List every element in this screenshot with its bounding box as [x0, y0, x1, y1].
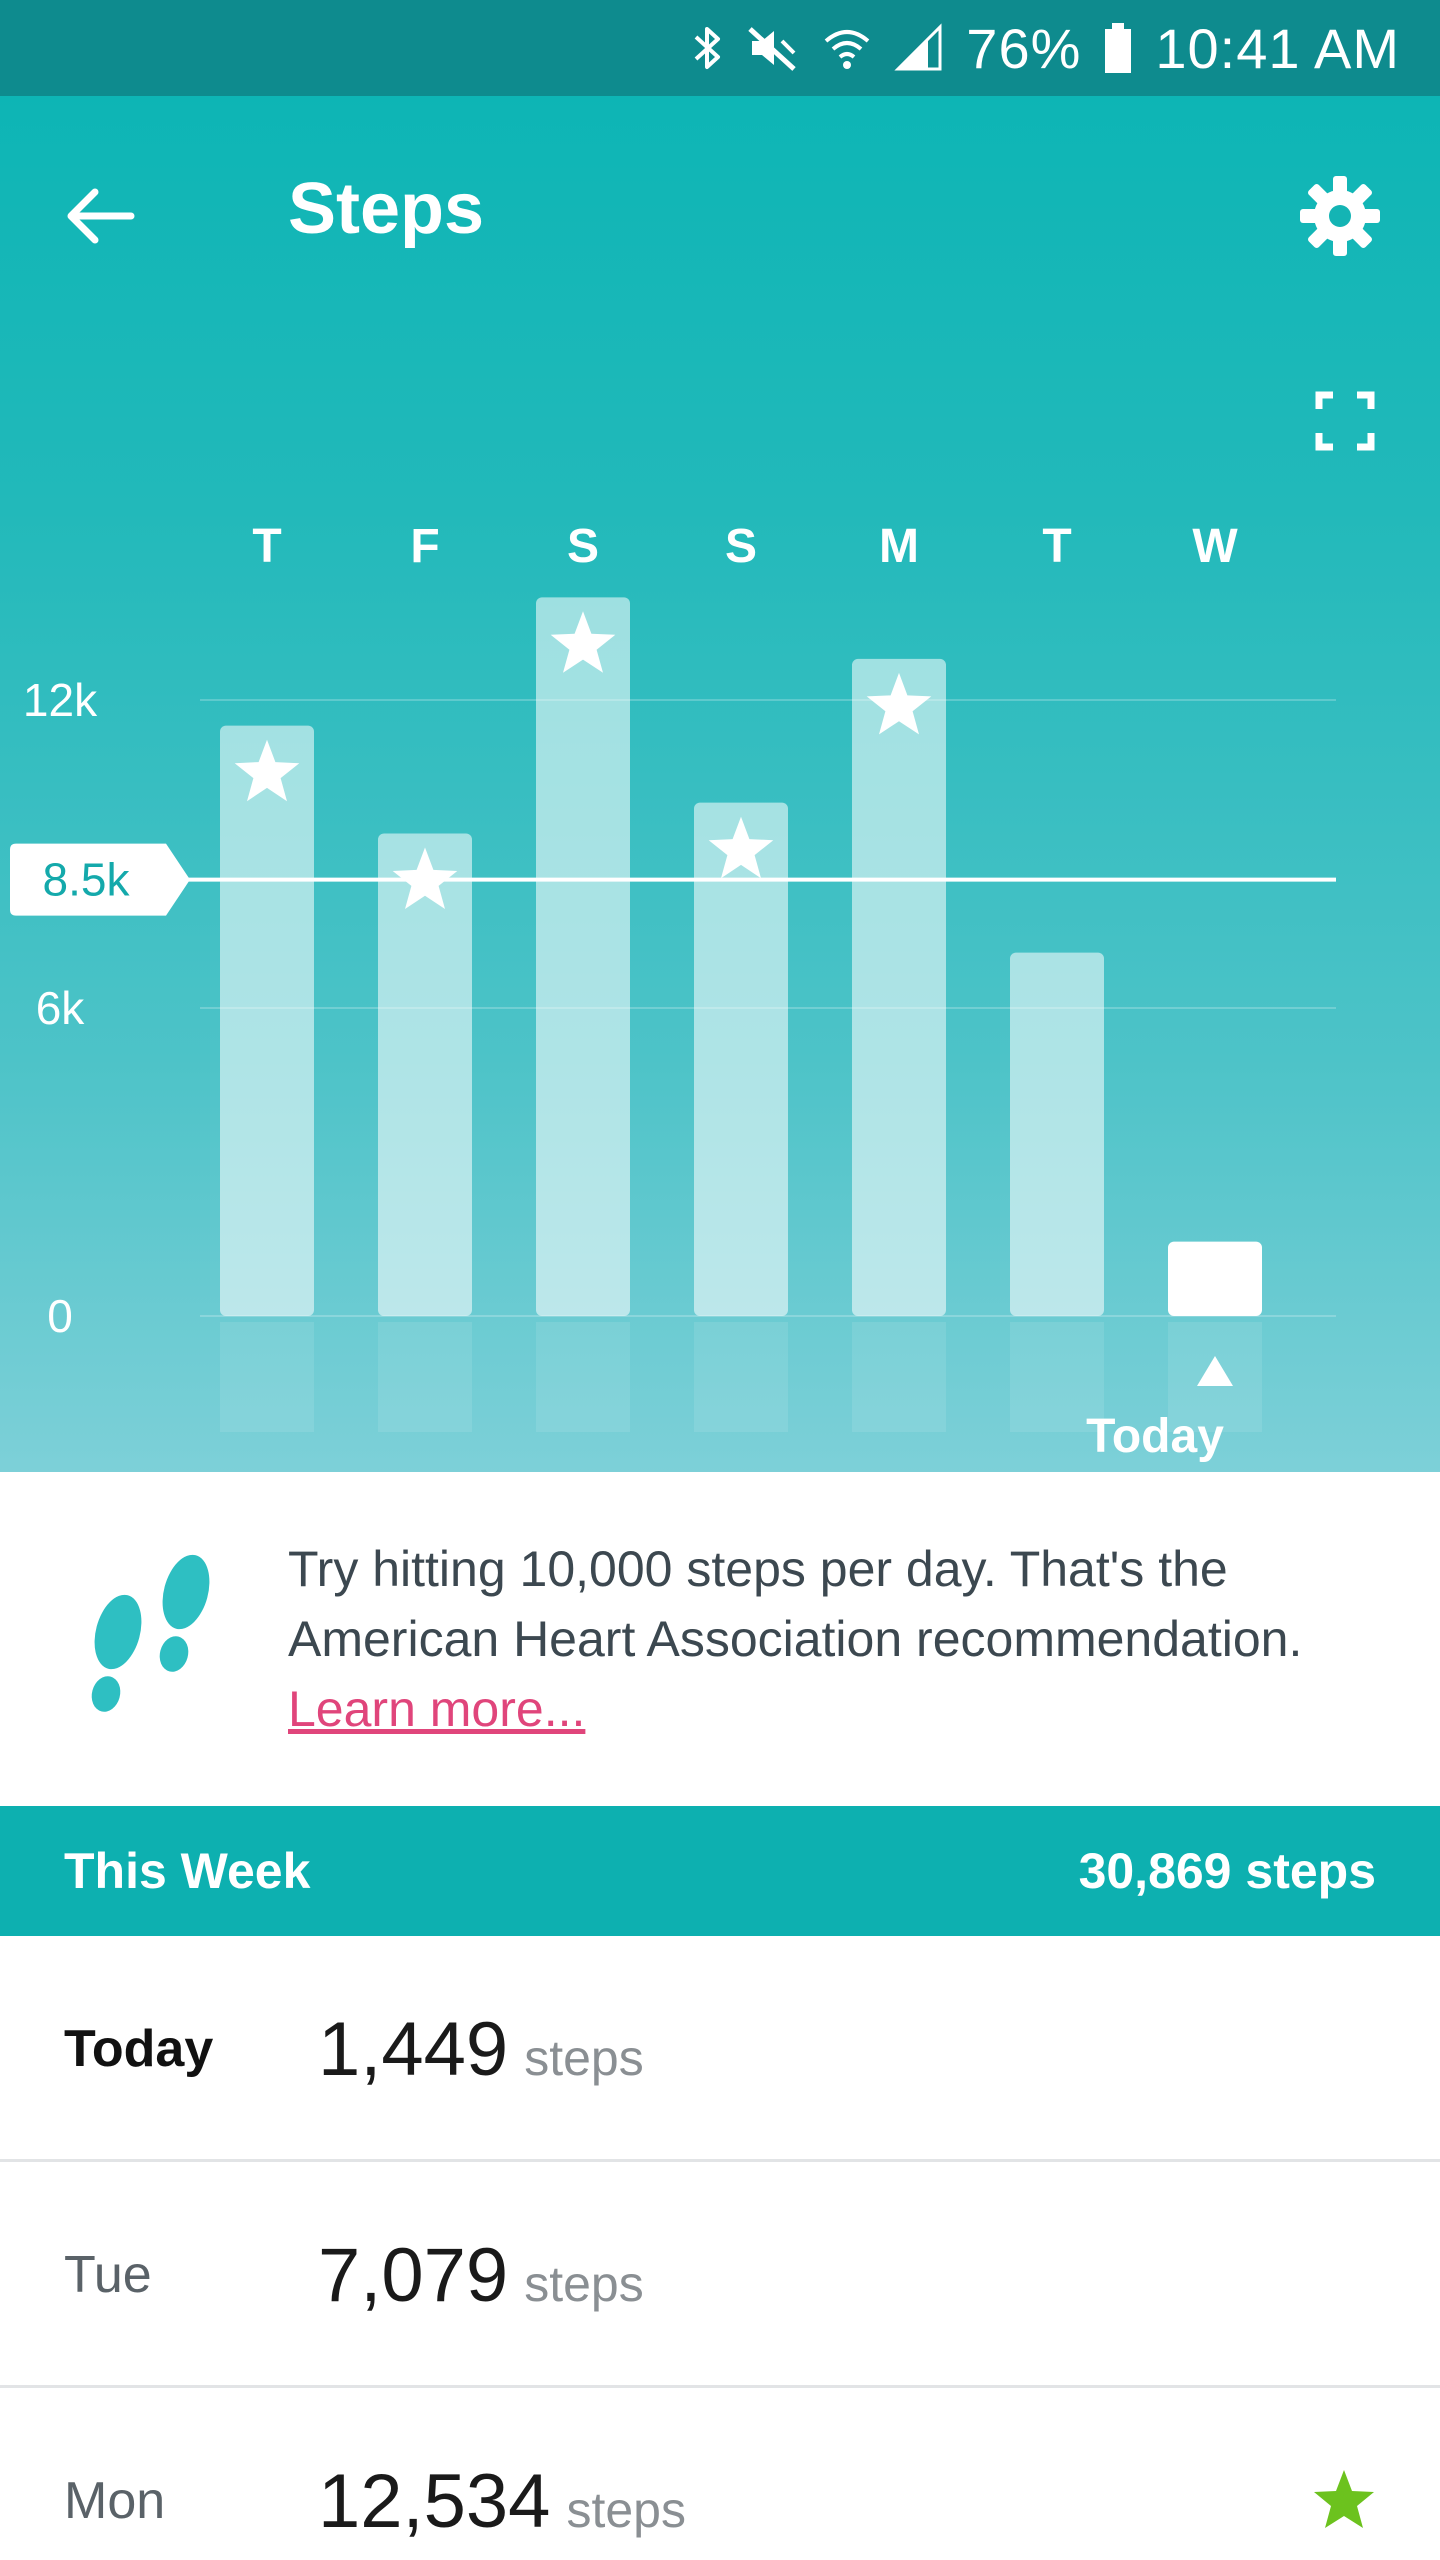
steps-count: 12,534 — [318, 2459, 551, 2544]
goal-badge — [10, 843, 190, 916]
goal-star-icon — [550, 611, 616, 673]
tip-card: Try hitting 10,000 steps per day. That's… — [0, 1472, 1440, 1806]
bar — [1168, 1241, 1262, 1316]
x-tick-label: T — [252, 520, 281, 573]
bar — [536, 597, 630, 1316]
y-tick-label: 6k — [36, 982, 86, 1034]
day-label: Tue — [64, 2246, 152, 2304]
gear-icon — [1300, 176, 1380, 256]
steps-unit: steps — [524, 2256, 644, 2312]
battery-icon — [1105, 23, 1132, 73]
steps-hero: 0 6k 12k T F S S M T W 8.5k Today Steps — [0, 96, 1440, 1472]
day-steps: 7,079 steps — [318, 2162, 644, 2388]
day-label: Today — [64, 2020, 214, 2078]
list-item[interactable]: Mon 12,534 steps — [0, 2388, 1440, 2560]
goal-star-icon — [708, 816, 774, 879]
list-item[interactable]: Tue 7,079 steps — [0, 2162, 1440, 2388]
bar-reflection — [378, 1322, 472, 1432]
today-marker-icon — [1197, 1356, 1233, 1386]
wifi-icon — [824, 30, 870, 69]
bar-reflection — [536, 1322, 630, 1432]
tip-message: Try hitting 10,000 steps per day. That's… — [288, 1541, 1303, 1667]
back-button[interactable] — [50, 166, 150, 266]
steps-unit: steps — [566, 2482, 686, 2538]
today-label: Today — [1086, 1410, 1224, 1463]
bluetooth-icon — [694, 27, 721, 69]
goal-star-icon — [234, 739, 300, 802]
steps-count: 1,449 — [318, 2007, 509, 2092]
x-tick-label: S — [567, 520, 599, 573]
day-label: Mon — [64, 2472, 166, 2530]
fullscreen-icon — [1315, 391, 1375, 451]
steps-count: 7,079 — [318, 2233, 509, 2318]
bar-reflection — [852, 1322, 946, 1432]
steps-chart: 0 6k 12k T F S S M T W 8.5k Today — [10, 520, 1336, 1463]
toolbar: Steps — [0, 96, 1440, 320]
goal-star-icon — [866, 672, 932, 735]
bar — [1010, 952, 1104, 1316]
arrow-left-icon — [67, 188, 135, 244]
battery-percent: 76% — [966, 16, 1082, 80]
goal-star-icon — [1314, 2470, 1374, 2528]
steps-unit: steps — [524, 2030, 644, 2086]
tip-text: Try hitting 10,000 steps per day. That's… — [288, 1534, 1328, 1744]
day-list: Today 1,449 steps Tue 7,079 steps Mon 12… — [0, 1936, 1440, 2560]
y-tick-label: 0 — [47, 1290, 73, 1342]
list-item[interactable]: Today 1,449 steps — [0, 1936, 1440, 2162]
x-tick-label: F — [410, 520, 439, 573]
x-tick-label: M — [879, 520, 919, 573]
footprints-icon — [91, 1554, 210, 1712]
x-tick-label: S — [725, 520, 757, 573]
page-title: Steps — [288, 169, 485, 249]
day-steps: 1,449 steps — [318, 1936, 644, 2162]
settings-button[interactable] — [1290, 166, 1390, 266]
x-tick-label: T — [1042, 520, 1071, 573]
goal-label: 8.5k — [43, 854, 131, 906]
signal-icon — [894, 23, 942, 71]
day-steps: 12,534 steps — [318, 2388, 686, 2560]
learn-more-link[interactable]: Learn more... — [288, 1681, 586, 1737]
status-bar: 76% 10:41 AM — [0, 0, 1440, 96]
bar-reflection — [220, 1322, 314, 1432]
bar — [694, 802, 788, 1316]
bar — [852, 658, 946, 1316]
this-week-header: This Week 30,869 steps — [0, 1806, 1440, 1936]
this-week-label: This Week — [64, 1843, 311, 1899]
bar — [378, 833, 472, 1316]
bar-reflection — [1010, 1322, 1104, 1432]
bar-reflection — [694, 1322, 788, 1432]
x-tick-label: W — [1192, 520, 1238, 573]
y-tick-label: 12k — [23, 674, 98, 726]
this-week-total: 30,869 steps — [1078, 1843, 1376, 1899]
clock: 10:41 AM — [1155, 16, 1400, 80]
bar — [220, 725, 314, 1316]
expand-chart-button[interactable] — [1300, 376, 1390, 466]
mute-icon — [748, 27, 796, 71]
